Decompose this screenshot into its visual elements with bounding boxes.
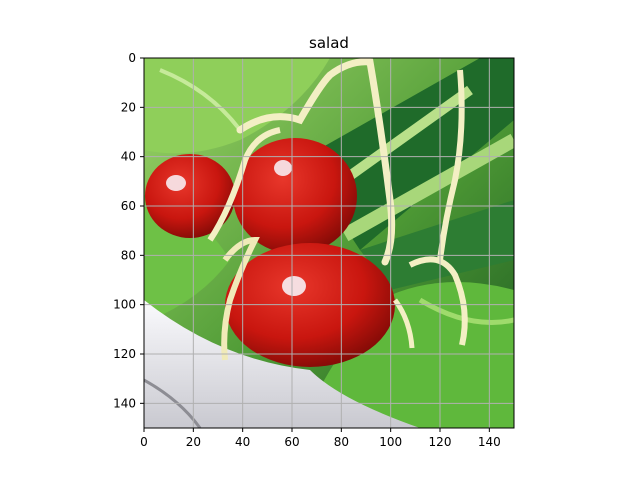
- y-tick-label: 40: [121, 150, 136, 164]
- x-axis: 0 20 40 60 80 100 120 140: [140, 428, 501, 449]
- x-tick-label: 80: [334, 435, 349, 449]
- y-axis: 0 20 40 60 80 100 120 140: [113, 51, 144, 410]
- chart-title: salad: [309, 34, 349, 52]
- y-tick-label: 140: [113, 396, 136, 410]
- y-tick-label: 0: [128, 51, 136, 65]
- x-tick-label: 60: [284, 435, 299, 449]
- y-tick-label: 100: [113, 298, 136, 312]
- x-tick-label: 100: [379, 435, 402, 449]
- x-tick-label: 0: [140, 435, 148, 449]
- y-tick-label: 80: [121, 248, 136, 262]
- x-tick-label: 140: [478, 435, 501, 449]
- y-tick-label: 120: [113, 347, 136, 361]
- y-tick-label: 60: [121, 199, 136, 213]
- x-tick-label: 20: [186, 435, 201, 449]
- x-tick-label: 40: [235, 435, 250, 449]
- x-tick-label: 120: [429, 435, 452, 449]
- y-tick-label: 20: [121, 100, 136, 114]
- salad-image: [144, 58, 514, 428]
- grid-lines: [143, 57, 514, 428]
- axes-frame: [143, 57, 515, 429]
